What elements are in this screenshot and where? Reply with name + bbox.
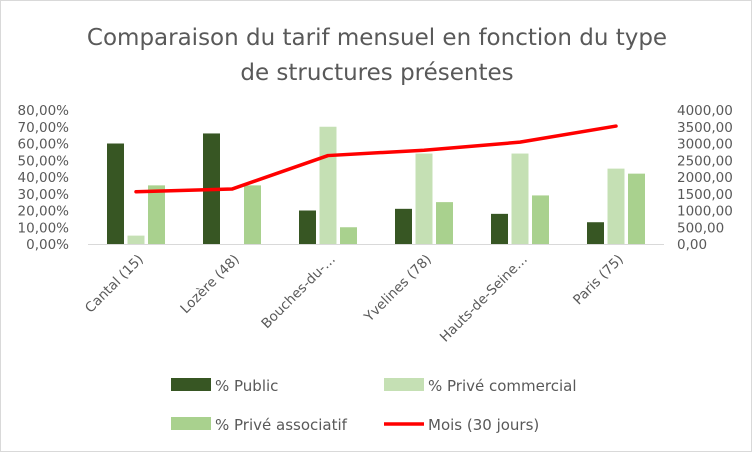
x-tick-label: Hauts-de-Seine…: [437, 252, 531, 346]
y-axis-left-ticks: 0,00%10,00%20,00%30,00%40,00%50,00%60,00…: [18, 103, 70, 253]
bar-series: [107, 126, 645, 244]
line-mois-30-jours: [134, 124, 618, 194]
legend-swatch: [171, 378, 211, 391]
y-left-tick-label: 20,00%: [18, 204, 70, 220]
y-right-tick-label: 500,00: [677, 220, 724, 236]
legend-swatch: [384, 378, 424, 391]
y-right-tick-label: 0,00: [677, 237, 707, 253]
bar-public: [107, 143, 124, 244]
bar-priv-associatif: [628, 173, 645, 244]
y-left-tick-label: 60,00%: [18, 137, 70, 153]
y-left-tick-label: 10,00%: [18, 220, 70, 236]
bar-priv-commercial: [607, 168, 625, 244]
y-right-tick-label: 3500,00: [677, 120, 733, 136]
line-series: [134, 124, 618, 194]
x-axis-tick-labels: Cantal (15) Lozère (48) Bouches-du-… Yvelin…: [82, 252, 627, 346]
bar-priv-associatif: [532, 195, 549, 244]
chart-legend: % Public % Privé commercial % Privé associ…: [171, 377, 577, 434]
x-tick-label: Bouches-du-…: [258, 252, 338, 332]
y-right-tick-label: 2500,00: [677, 153, 733, 169]
y-axis-right-ticks: 0,00500,001000,001500,002000,002500,0030…: [677, 103, 733, 253]
x-tick-label: Cantal (15): [82, 252, 147, 317]
y-right-tick-label: 2000,00: [677, 170, 733, 186]
y-left-tick-label: 30,00%: [18, 187, 70, 203]
y-left-tick-label: 40,00%: [18, 170, 70, 186]
y-left-tick-label: 80,00%: [18, 103, 70, 119]
bar-priv-associatif: [340, 227, 357, 244]
bar-priv-commercial: [511, 153, 529, 244]
bar-priv-associatif: [436, 202, 453, 244]
bar-priv-commercial: [127, 235, 145, 244]
legend-label: % Public: [215, 377, 278, 395]
bar-priv-commercial: [415, 153, 433, 244]
chart-title-line-2: de structures présentes: [240, 60, 513, 86]
legend-label: % Privé associatif: [215, 416, 348, 434]
y-left-tick-label: 50,00%: [18, 153, 70, 169]
legend-label: % Privé commercial: [428, 377, 577, 395]
x-tick-label: Lozère (48): [177, 252, 242, 317]
y-right-tick-label: 3000,00: [677, 137, 733, 153]
y-left-tick-label: 0,00%: [26, 237, 69, 253]
x-tick-label: Paris (75): [570, 252, 627, 309]
bar-public: [587, 222, 604, 244]
legend-label: Mois (30 jours): [428, 416, 539, 434]
bar-priv-commercial: [319, 126, 337, 244]
y-right-tick-label: 1000,00: [677, 204, 733, 220]
bar-public: [299, 210, 316, 244]
y-right-tick-label: 4000,00: [677, 103, 733, 119]
legend-swatch: [171, 417, 211, 430]
bar-public: [395, 208, 412, 244]
bar-priv-associatif: [244, 185, 261, 244]
bar-priv-associatif: [148, 185, 165, 244]
y-left-tick-label: 70,00%: [18, 120, 70, 136]
x-tick-label: Yvelines (78): [361, 252, 435, 326]
y-right-tick-label: 1500,00: [677, 187, 733, 203]
chart-title-line-1: Comparaison du tarif mensuel en fonction…: [87, 25, 667, 51]
bar-public: [491, 213, 508, 244]
